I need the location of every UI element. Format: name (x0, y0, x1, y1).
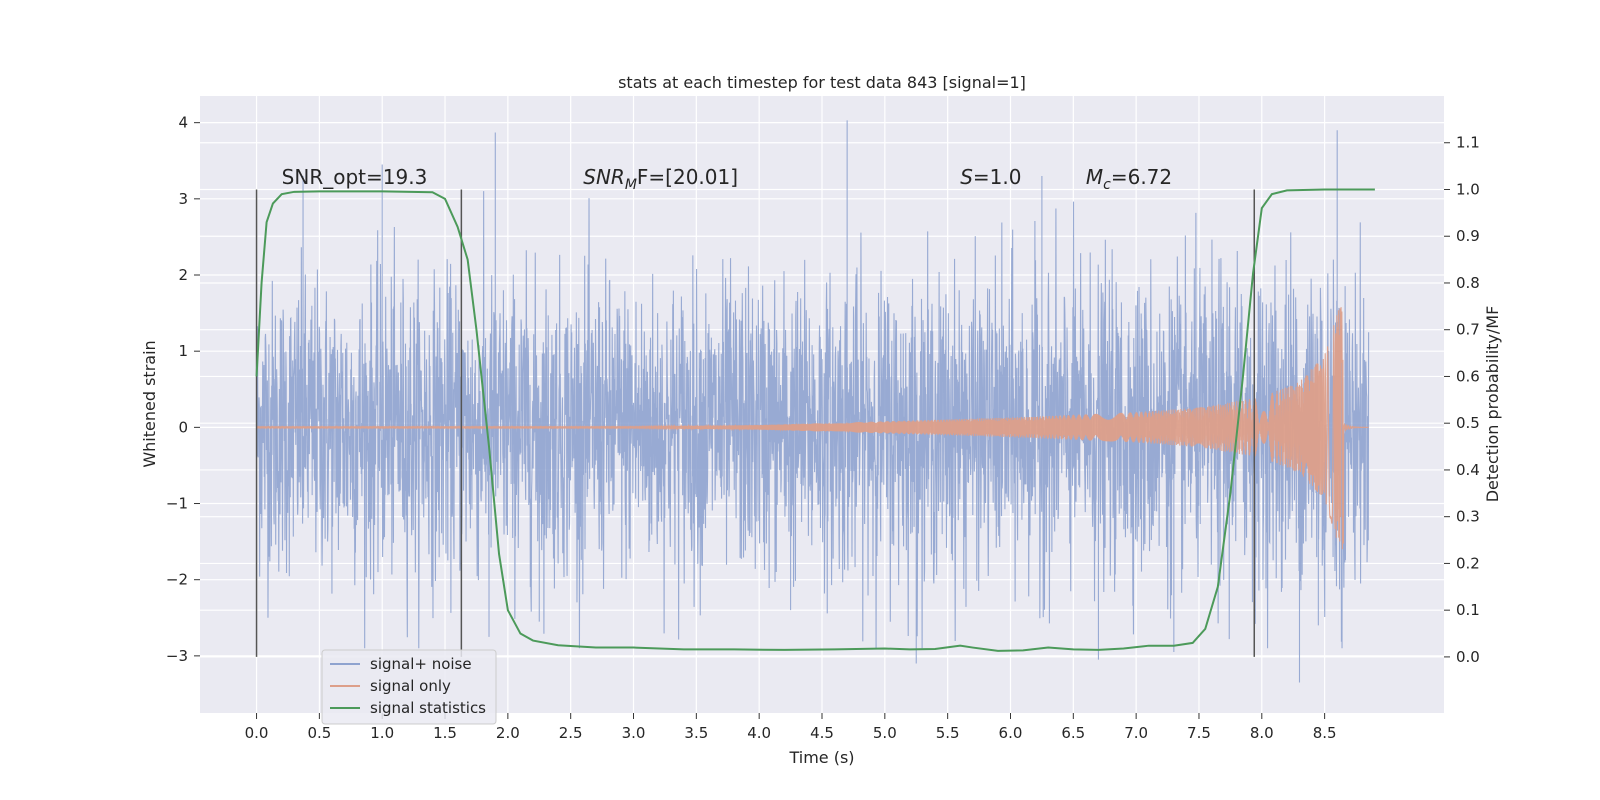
right-y-tick-label: 0.3 (1456, 508, 1480, 526)
x-tick-label: 4.0 (747, 724, 771, 742)
left-y-axis-ticks: −3 −2 −1 0 1 2 3 4 (166, 114, 200, 665)
signal-statistics-line (255, 188, 1375, 652)
annotation-mc: Mc=6.72 (1086, 165, 1172, 193)
left-y-tick-label: 3 (178, 190, 188, 208)
legend-box (321, 649, 497, 725)
left-y-tick-label: −2 (166, 571, 188, 589)
left-y-axis-label: Whitened strain (140, 340, 159, 467)
annotations: SNR_opt=19.3 SNRMF=[20.01] S=1.0 Mc=6.72 (282, 165, 1172, 193)
annotation-mc-sub: c (1103, 177, 1111, 193)
right-y-axis-ticks: 0.0 0.1 0.2 0.3 0.4 0.5 0.6 0.7 0.8 0.9 1.0 1.1 (1444, 134, 1480, 666)
right-y-tick-label: 0.1 (1456, 601, 1480, 619)
x-axis-label: Time (s) (788, 748, 854, 767)
x-tick-label: 6.5 (1061, 724, 1085, 742)
right-y-tick-label: 1.1 (1456, 134, 1480, 152)
x-tick-label: 5.5 (936, 724, 960, 742)
legend-label-signal-only: signal only (370, 677, 451, 695)
annotation-s-prefix: S (960, 165, 973, 189)
x-tick-label: 3.0 (622, 724, 646, 742)
x-axis-ticks: 0.0 0.5 1.0 1.5 2.0 2.5 3.0 3.5 4.0 4.5 5.0 5.5 6.0 6… (245, 713, 1337, 742)
x-tick-label: 0.5 (307, 724, 331, 742)
x-tick-label: 7.0 (1124, 724, 1148, 742)
legend-label-signal-statistics: signal statistics (370, 699, 486, 717)
right-y-tick-label: 0.2 (1456, 554, 1480, 572)
annotation-s-suffix: =1.0 (973, 165, 1022, 189)
x-tick-label: 4.5 (810, 724, 834, 742)
left-y-tick-label: 1 (178, 342, 188, 360)
series-signal-statistics (255, 188, 1375, 652)
right-y-tick-label: 0.4 (1456, 461, 1480, 479)
right-y-tick-label: 0.8 (1456, 274, 1480, 292)
right-y-tick-label: 0.9 (1456, 227, 1480, 245)
x-tick-label: 1.5 (433, 724, 457, 742)
x-tick-label: 2.0 (496, 724, 520, 742)
x-tick-label: 8.5 (1313, 724, 1337, 742)
annotation-s: S=1.0 (960, 165, 1021, 189)
x-tick-label: 6.0 (999, 724, 1023, 742)
x-tick-label: 2.5 (559, 724, 583, 742)
right-y-tick-label: 0.6 (1456, 367, 1480, 385)
x-tick-label: 7.5 (1187, 724, 1211, 742)
left-y-tick-label: −3 (166, 647, 188, 665)
annotation-mc-suffix: =6.72 (1111, 165, 1172, 189)
chart-title: stats at each timestep for test data 843… (618, 73, 1026, 92)
signal-plus-noise-line (256, 120, 1370, 683)
left-y-tick-label: −1 (166, 495, 188, 513)
x-tick-label: 8.0 (1250, 724, 1274, 742)
x-tick-label: 1.0 (370, 724, 394, 742)
x-tick-label: 3.5 (684, 724, 708, 742)
right-y-tick-label: 1.0 (1456, 180, 1480, 198)
annotation-mc-prefix: M (1086, 165, 1103, 189)
series-signal-plus-noise (256, 120, 1370, 683)
right-y-tick-label: 0.5 (1456, 414, 1480, 432)
right-y-tick-label: 0.0 (1456, 648, 1480, 666)
annotation-snr-opt: SNR_opt=19.3 (282, 165, 428, 189)
annotation-snr-mf: SNRMF=[20.01] (583, 165, 738, 193)
right-y-axis-label: Detection probability/MF (1483, 306, 1502, 503)
x-tick-label: 0.0 (245, 724, 269, 742)
left-y-tick-label: 0 (178, 418, 188, 436)
annotation-snr-mf-sub: M (625, 177, 637, 193)
left-y-tick-label: 4 (178, 114, 188, 132)
signal-only-line (256, 307, 1369, 550)
legend-label-signal-plus-noise: signal+ noise (370, 655, 472, 673)
legend: signal+ noise signal only signal statist… (321, 649, 497, 725)
annotation-snr-mf-prefix: SNR (583, 165, 625, 189)
right-y-tick-label: 0.7 (1456, 321, 1480, 339)
x-tick-label: 5.0 (873, 724, 897, 742)
series-signal-only (256, 307, 1369, 550)
left-y-tick-label: 2 (178, 266, 188, 284)
annotation-snr-mf-suffix: F=[20.01] (637, 165, 738, 189)
